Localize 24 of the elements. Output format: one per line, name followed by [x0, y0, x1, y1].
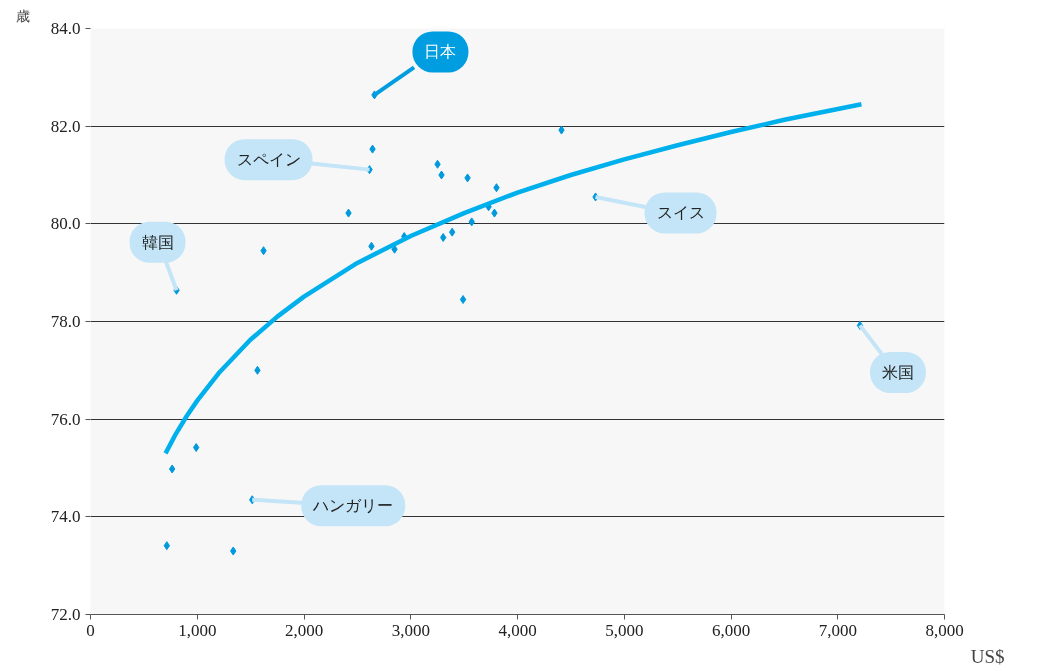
- y-tick-label: 84.0: [50, 19, 81, 38]
- y-tick-label: 76.0: [50, 409, 81, 429]
- y-tick-label: 72.0: [50, 605, 81, 624]
- x-tick-label: 0: [86, 620, 95, 640]
- annotation: スイス: [656, 204, 705, 222]
- x-tick-label: 1,000: [178, 620, 217, 640]
- x-tick-label: 3,000: [391, 620, 430, 640]
- x-axis-title: US$: [970, 645, 1005, 667]
- y-tick-label: 74.0: [50, 507, 81, 527]
- annotation: スペイン: [236, 151, 301, 169]
- annotation: 米国: [881, 363, 914, 381]
- x-tick-label: 2,000: [284, 620, 324, 640]
- x-tick-label: 6,000: [711, 620, 751, 640]
- x-tick-label: 4,000: [498, 620, 537, 640]
- y-tick-label: 82.0: [50, 116, 81, 136]
- y-tick-label: 80.0: [50, 214, 81, 234]
- annotation: ハンガリー: [312, 497, 394, 515]
- y-tick-label: 78.0: [50, 312, 81, 331]
- annotation: 日本: [424, 43, 457, 61]
- x-tick-label: 7,000: [818, 620, 857, 640]
- x-tick-label: 8,000: [925, 620, 964, 640]
- x-tick-label: 5,000: [605, 620, 644, 640]
- annotation: 韓国: [141, 233, 174, 251]
- y-axis-title: 歳: [15, 7, 30, 24]
